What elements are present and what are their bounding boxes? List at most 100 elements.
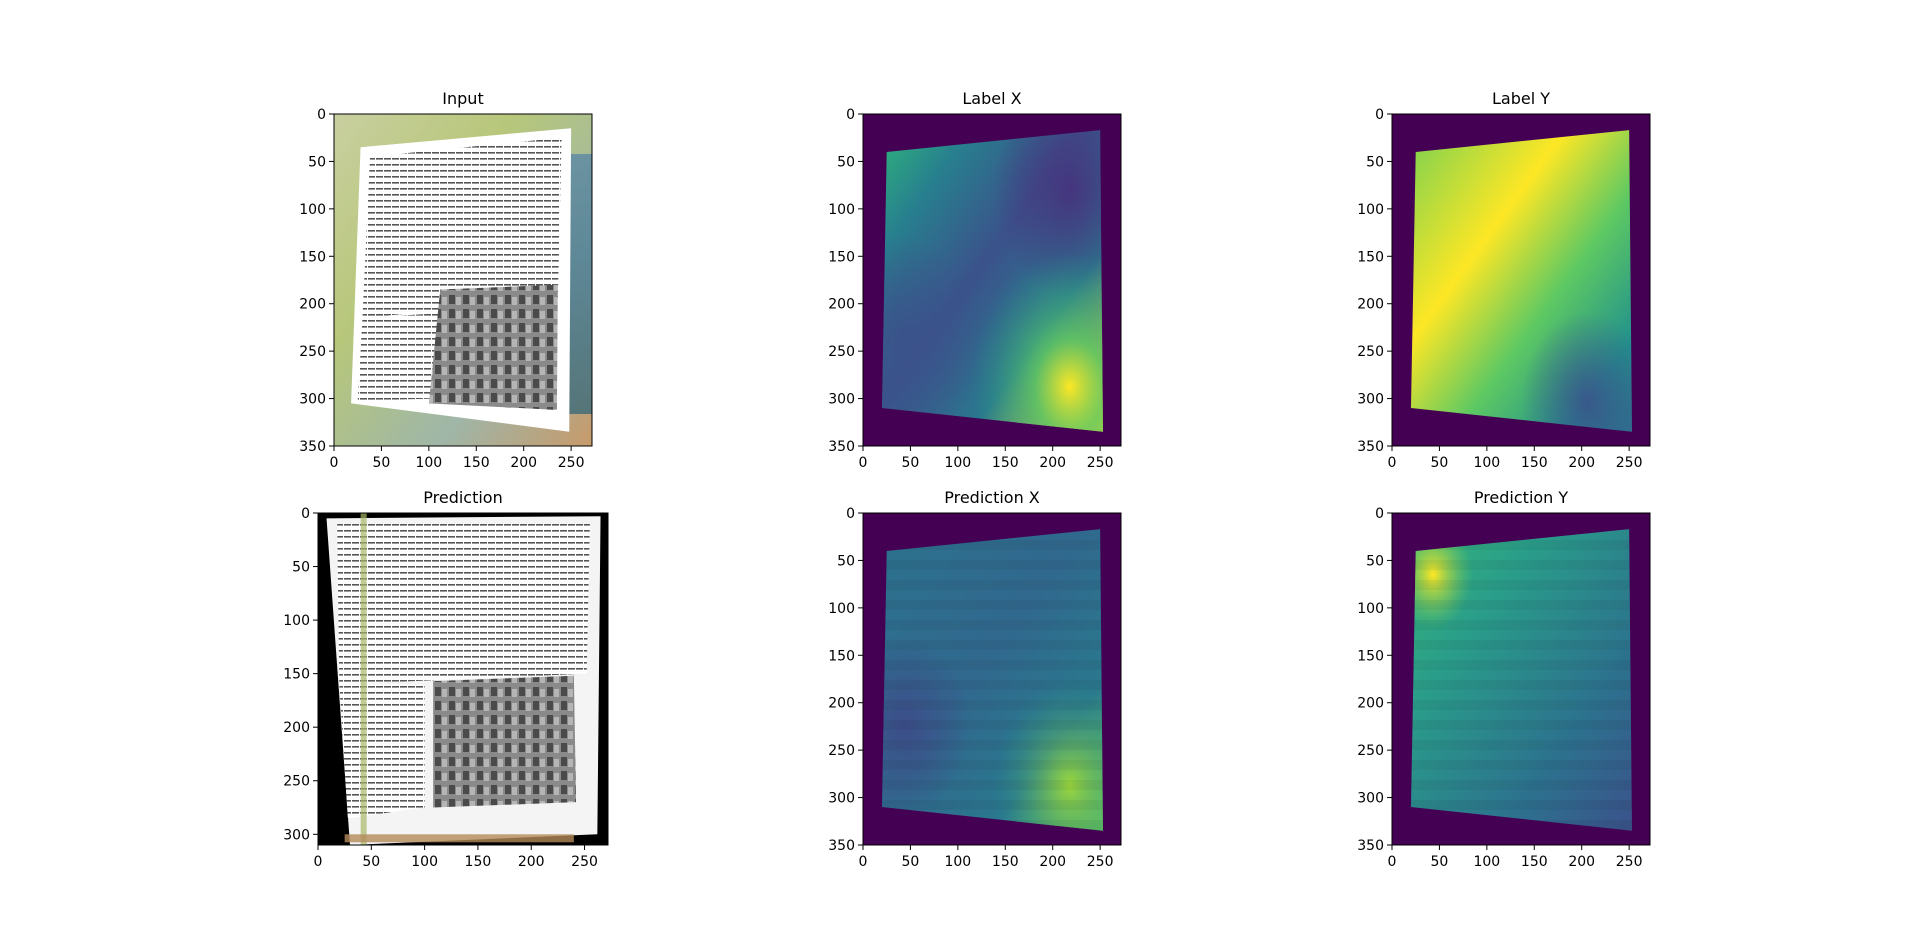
y-tick-label: 150 [828,249,855,265]
image-input [334,114,592,446]
x-tick-label: 50 [362,854,380,870]
y-tick-label: 200 [1357,696,1384,712]
y-tick-label: 100 [1357,202,1384,218]
y-tick-label: 300 [828,791,855,807]
text-block [337,523,590,685]
axes-frame [333,113,593,447]
y-tick-label: 250 [1357,344,1384,360]
bottom-strip [344,834,574,843]
y-tick-label: 0 [1375,107,1384,123]
image-predx [863,513,1121,845]
text-block-lower [357,313,439,401]
y-tick-label: 300 [283,827,310,843]
x-tick-label: 100 [415,455,442,471]
x-tick-label: 250 [1616,455,1643,471]
panel-predx: Prediction X 0 50 100 150 200 250 0 50 100 150 200 2… [828,488,1122,870]
field-layer [1410,130,1632,432]
field-layer [881,130,1103,432]
y-tick-label: 100 [1357,601,1384,617]
panel-labelx: Label X 0 50 100 150 200 250 0 50 100 150 200 250 300… [828,89,1122,471]
text-block-lower [339,684,425,819]
x-tick-label: 150 [1521,854,1548,870]
x-tick-label: 50 [373,455,391,471]
x-tick-label: 250 [1087,854,1114,870]
x-tick-label: 0 [314,854,323,870]
photo-block [433,675,577,808]
y-tick-label: 0 [846,107,855,123]
x-tick-label: 50 [902,854,920,870]
panel-title: Label Y [1492,89,1550,108]
y-tick-label: 100 [283,613,310,629]
y-tick-label: 200 [828,696,855,712]
x-tick-label: 200 [518,854,545,870]
x-tick-label: 250 [1616,854,1643,870]
x-tick-label: 100 [944,455,971,471]
panel-title: Prediction Y [1474,488,1569,507]
x-tick-label: 100 [411,854,438,870]
panel-pred: Prediction 0 50 100 150 200 250 0 50 100 150 200 250… [283,488,609,870]
x-tick-label: 0 [1388,854,1397,870]
y-tick-label: 250 [1357,743,1384,759]
x-tick-label: 150 [463,455,490,471]
x-tick-label: 250 [558,455,585,471]
y-tick-label: 200 [1357,297,1384,313]
x-tick-label: 150 [465,854,492,870]
x-tick-label: 200 [1039,854,1066,870]
y-tick-label: 0 [1375,506,1384,522]
y-tick-label: 0 [846,506,855,522]
y-tick-label: 300 [1357,791,1384,807]
panel-title: Prediction [423,488,502,507]
panel-input: Input 0 50 100 150 200 250 0 50 100 150 200 250 300 35… [299,89,593,471]
axes-frame [862,512,1122,846]
x-tick-label: 50 [1431,455,1449,471]
x-tick-label: 250 [1087,455,1114,471]
axes-frame [1391,113,1651,447]
y-tick-label: 250 [828,743,855,759]
y-tick-label: 200 [828,297,855,313]
y-tick-label: 100 [299,202,326,218]
x-tick-label: 0 [330,455,339,471]
y-tick-label: 300 [1357,392,1384,408]
y-tick-label: 250 [828,344,855,360]
panel-title: Input [442,89,483,108]
x-tick-label: 200 [1039,455,1066,471]
field-layer [1410,529,1632,831]
y-tick-label: 50 [837,553,855,569]
y-tick-label: 150 [1357,249,1384,265]
y-tick-label: 150 [1357,648,1384,664]
y-tick-label: 50 [1366,553,1384,569]
x-tick-label: 150 [992,854,1019,870]
y-tick-label: 50 [308,154,326,170]
y-tick-label: 50 [837,154,855,170]
y-tick-label: 200 [299,297,326,313]
y-tick-label: 0 [301,506,310,522]
x-tick-label: 100 [1473,455,1500,471]
x-tick-label: 0 [859,854,868,870]
y-tick-label: 250 [283,774,310,790]
x-tick-label: 250 [571,854,598,870]
x-tick-label: 50 [902,455,920,471]
y-tick-label: 350 [1357,439,1384,455]
axes-frame [1391,512,1651,846]
panel-predy: Prediction Y 0 50 100 150 200 250 0 50 100 150 200 2… [1357,488,1651,870]
x-tick-label: 100 [1473,854,1500,870]
panel-title: Prediction X [944,488,1040,507]
x-tick-label: 100 [944,854,971,870]
y-tick-label: 150 [283,667,310,683]
x-tick-label: 200 [1568,854,1595,870]
axes-frame [317,512,609,846]
y-tick-label: 150 [299,249,326,265]
x-tick-label: 200 [510,455,537,471]
y-tick-label: 250 [299,344,326,360]
green-streak [360,513,367,845]
image-predy [1392,513,1650,845]
image-labely [1392,114,1650,446]
y-tick-label: 0 [317,107,326,123]
y-tick-label: 200 [283,720,310,736]
y-tick-label: 50 [292,560,310,576]
y-tick-label: 100 [828,601,855,617]
x-tick-label: 150 [992,455,1019,471]
x-tick-label: 0 [859,455,868,471]
y-tick-label: 350 [299,439,326,455]
